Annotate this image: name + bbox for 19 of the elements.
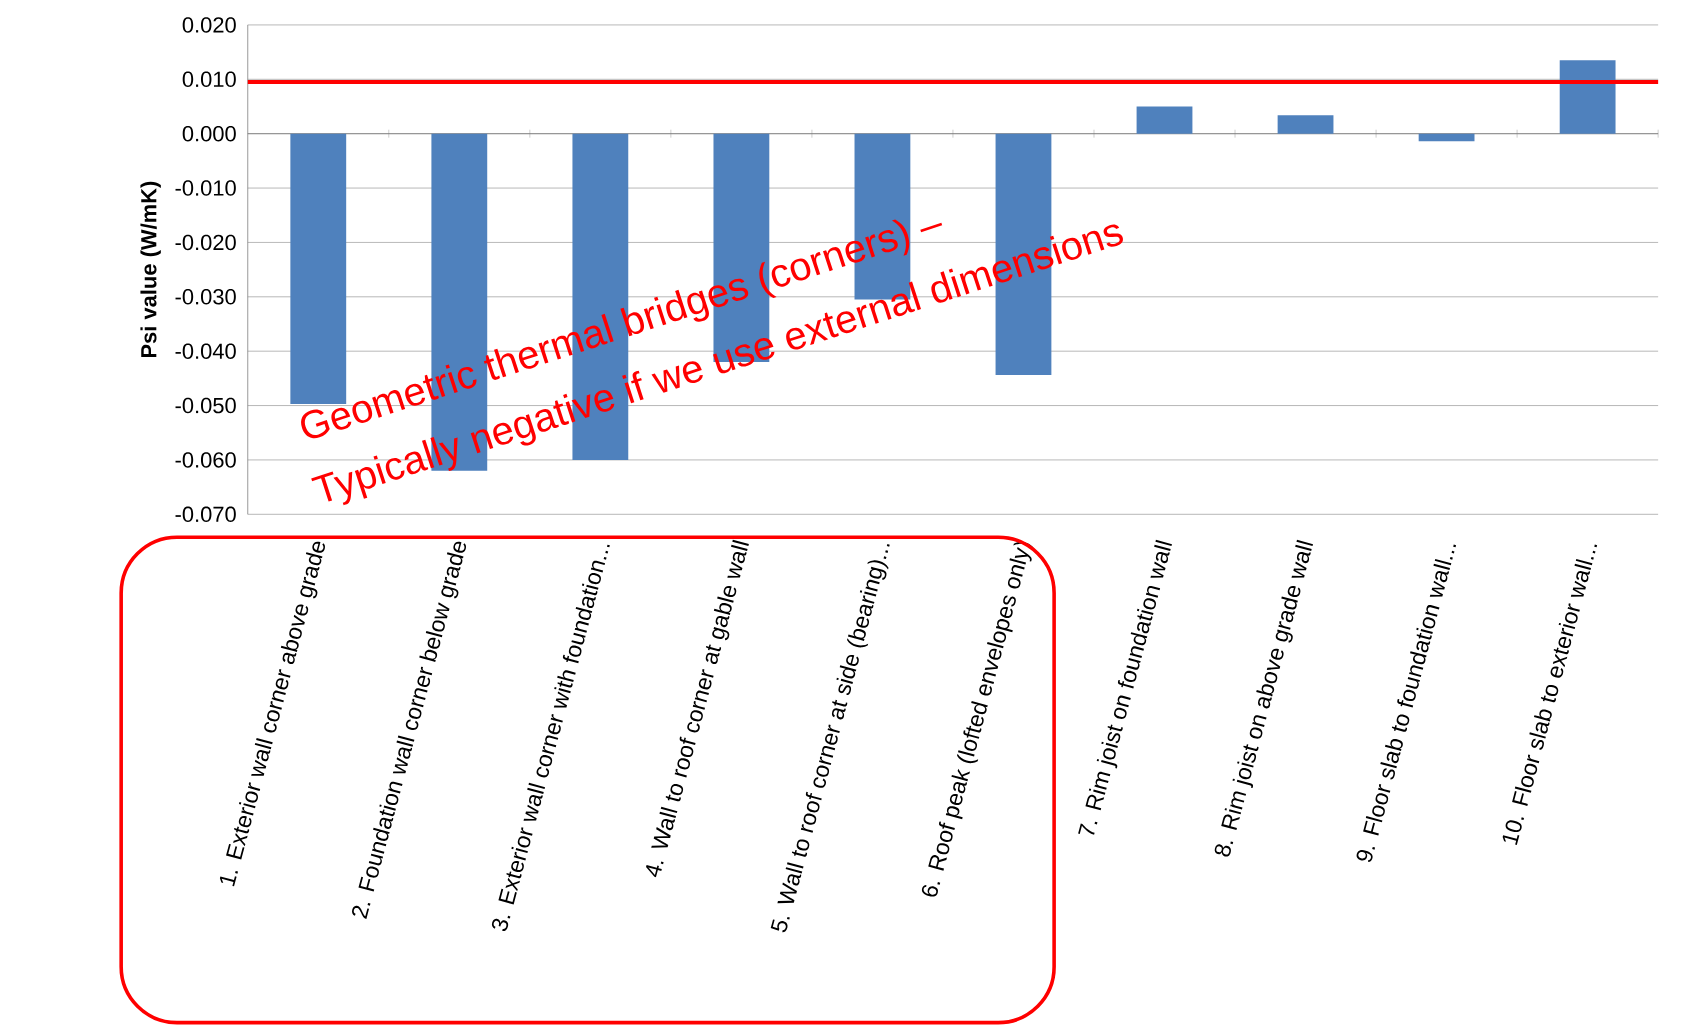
- y-tick-label: -0.070: [175, 506, 236, 523]
- y-tick-label: -0.010: [175, 180, 236, 197]
- bar: [1277, 115, 1334, 134]
- y-tick-label: -0.060: [175, 452, 236, 468]
- y-tick-label: -0.030: [175, 289, 236, 305]
- x-tick-label: 8. Rim joist on above grade wall: [1214, 540, 1314, 857]
- bar: [1418, 133, 1475, 142]
- bar: [1559, 60, 1616, 134]
- y-axis-title: Psi value (W/mK): [140, 181, 161, 358]
- y-tick-label: 0.010: [182, 71, 236, 88]
- y-tick-label: -0.020: [175, 234, 236, 251]
- y-tick-label: 0.020: [182, 17, 236, 33]
- y-tick-label: -0.040: [175, 343, 236, 360]
- y-tick-label: -0.050: [175, 398, 236, 414]
- x-tick-label: 4. Wall to roof corner at gable wall: [646, 540, 749, 878]
- x-tick-label: 10. Floor slab to exterior wall...: [1502, 544, 1598, 846]
- y-tick-label: 0.000: [182, 126, 236, 142]
- bar: [1136, 106, 1193, 134]
- x-tick-label: 1. Exterior wall corner above grade: [219, 541, 326, 887]
